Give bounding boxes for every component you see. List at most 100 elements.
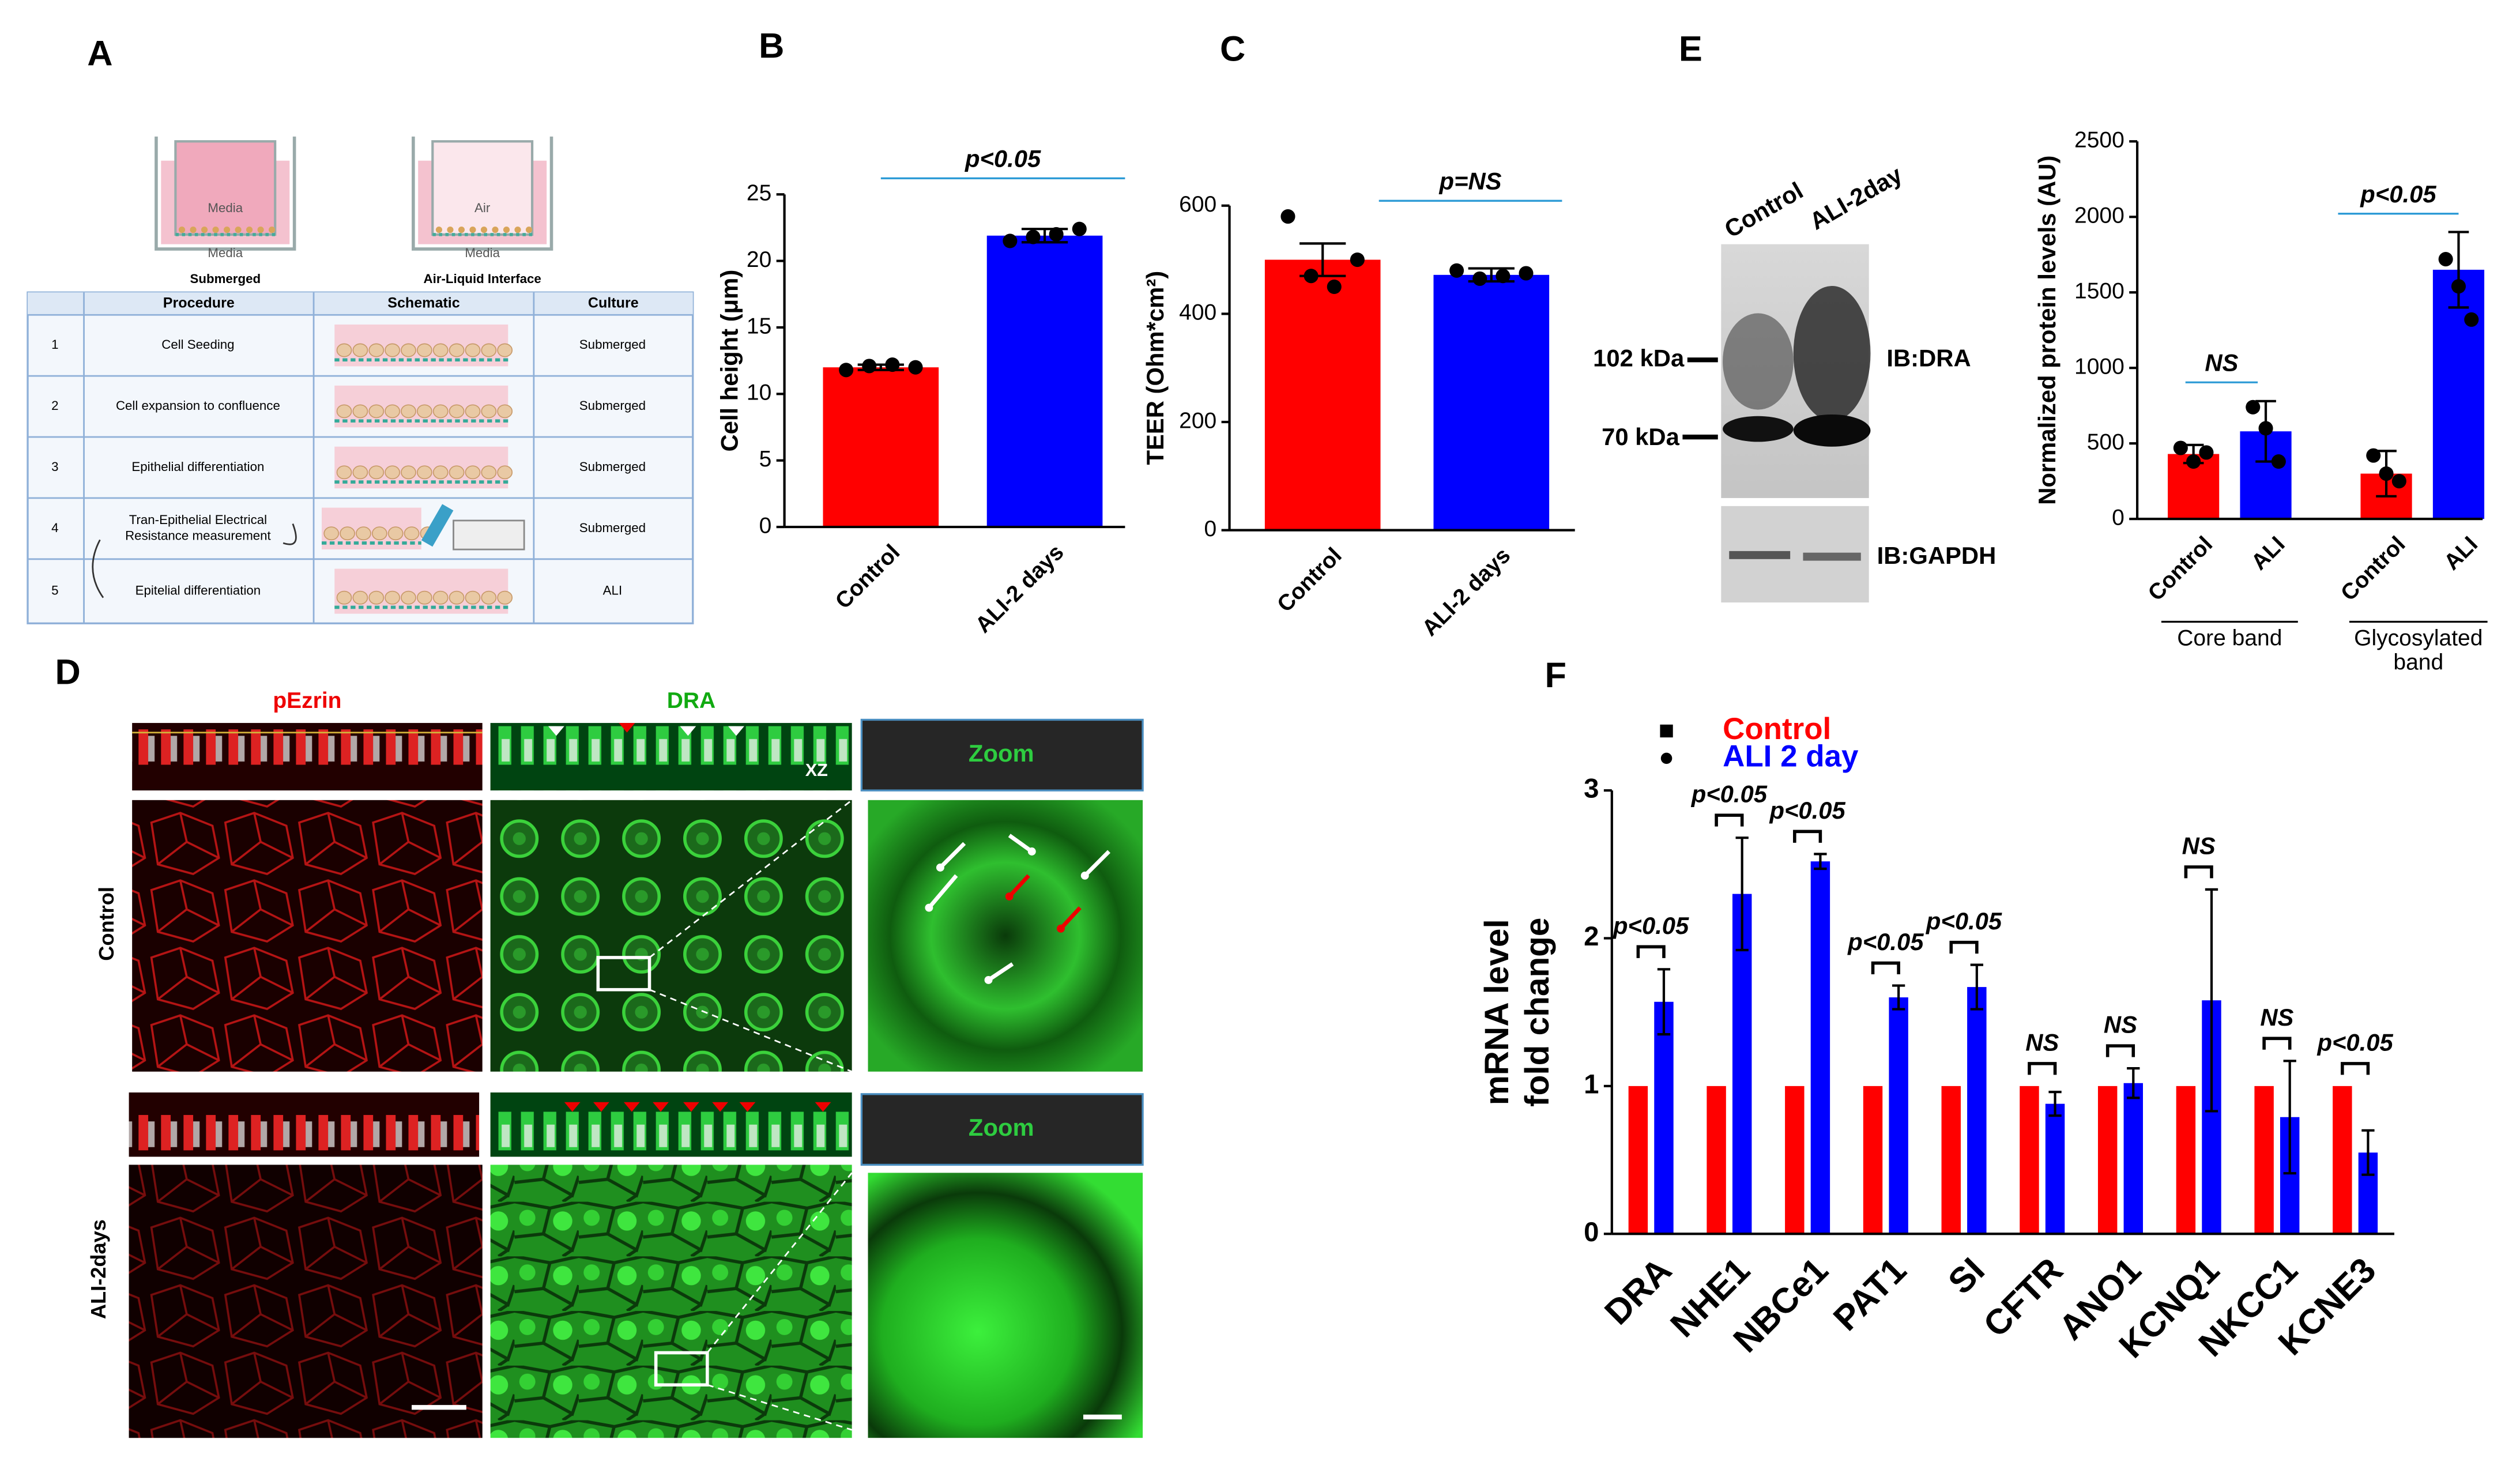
schematic-cell bbox=[401, 343, 416, 357]
cell bbox=[514, 226, 521, 233]
procedure: Cell Seeding bbox=[161, 337, 234, 352]
bracket bbox=[2341, 1062, 2370, 1075]
error-bar bbox=[2048, 1091, 2062, 1117]
bar bbox=[2020, 1086, 2039, 1234]
x-tick-label: ALI-2 days bbox=[971, 540, 1069, 638]
schematic-cell bbox=[356, 526, 371, 541]
arrow-head bbox=[1080, 871, 1089, 880]
micrograph bbox=[490, 1165, 852, 1438]
procedure: Resistance measurement bbox=[125, 529, 271, 543]
y-tick-label: 0 bbox=[1584, 1217, 1599, 1248]
cell bbox=[492, 226, 499, 233]
bracket bbox=[1949, 940, 1979, 954]
well-label: Media bbox=[208, 201, 243, 215]
schematic-cell bbox=[416, 590, 432, 605]
micrograph bbox=[129, 1092, 480, 1157]
micrograph bbox=[129, 1165, 483, 1438]
cell bbox=[503, 226, 510, 233]
y-tick-label: 10 bbox=[747, 380, 771, 405]
zoom-label: Zoom bbox=[969, 1114, 1034, 1141]
schematic-cell bbox=[387, 526, 404, 541]
culture: Submerged bbox=[579, 459, 646, 474]
arrowhead bbox=[623, 1102, 640, 1112]
cell bbox=[480, 226, 488, 233]
error-bar bbox=[1892, 984, 1905, 1011]
schematic-cell bbox=[371, 526, 387, 541]
y-tick-label: 3 bbox=[1584, 774, 1599, 804]
data-point bbox=[1304, 269, 1319, 284]
arrow-head bbox=[984, 975, 993, 984]
schematic-cell bbox=[416, 465, 432, 480]
arrow bbox=[1059, 906, 1082, 930]
y-tick-label: 0 bbox=[759, 513, 772, 538]
y-tick-label: 1500 bbox=[2074, 279, 2125, 304]
x-tick-label: Control bbox=[1272, 543, 1346, 617]
bracket bbox=[1715, 813, 1744, 827]
bar bbox=[1433, 274, 1550, 530]
insert bbox=[431, 140, 534, 236]
cell bbox=[246, 226, 253, 233]
figure-content: A B C D E F Media Media Submerged Air Media Air-Liq… bbox=[27, 26, 2488, 1438]
electrode bbox=[421, 504, 454, 547]
significance-label: NS bbox=[2205, 349, 2238, 376]
significance-label: p<0.05 bbox=[1769, 797, 1845, 824]
schematic-cell bbox=[352, 590, 368, 605]
arrowhead bbox=[619, 723, 635, 733]
significance-label: p<0.05 bbox=[1613, 912, 1689, 939]
bar bbox=[1628, 1086, 1648, 1234]
legend-marker bbox=[1660, 752, 1673, 764]
bar bbox=[1264, 259, 1381, 530]
significance-label: NS bbox=[2260, 1004, 2293, 1031]
bracket bbox=[1793, 830, 1822, 843]
data-point bbox=[1519, 266, 1534, 281]
lane-label: Control bbox=[1720, 176, 1807, 243]
schematic-cell bbox=[336, 404, 352, 419]
culture: ALI bbox=[603, 583, 622, 597]
micrograph bbox=[132, 800, 483, 1072]
x-tick-label: PAT1 bbox=[1826, 1250, 1913, 1338]
y-axis-label: Cell height (μm) bbox=[716, 270, 743, 452]
y-tick-label: 1000 bbox=[2074, 354, 2125, 379]
well-wall bbox=[155, 136, 296, 251]
y-tick-label: 200 bbox=[1179, 408, 1216, 433]
group-label: Core band bbox=[2177, 626, 2282, 650]
schematic-cell bbox=[481, 590, 497, 605]
arrow-head bbox=[1056, 924, 1065, 933]
well-caption: Submerged bbox=[190, 272, 261, 286]
bracket bbox=[1871, 961, 1900, 975]
arrow-head bbox=[936, 863, 944, 872]
bar bbox=[986, 235, 1103, 527]
error-bar bbox=[1970, 963, 1983, 1011]
y-tick-label: 600 bbox=[1179, 192, 1216, 217]
zoom-header bbox=[860, 1093, 1144, 1166]
arrowhead bbox=[653, 1102, 669, 1112]
schematic-cell bbox=[368, 404, 385, 419]
error-bar bbox=[1657, 968, 1671, 1036]
arrow-head bbox=[1027, 847, 1036, 856]
arrow bbox=[987, 962, 1014, 982]
y-tick-label: 0 bbox=[1204, 517, 1217, 541]
band bbox=[1793, 414, 1871, 447]
legend-marker bbox=[1660, 724, 1673, 738]
schematic-cell bbox=[449, 343, 465, 357]
significance-label: p<0.05 bbox=[1926, 907, 2002, 935]
schematic-cell bbox=[481, 404, 497, 419]
cell bbox=[235, 226, 242, 233]
schematic-cell bbox=[401, 404, 416, 419]
bar bbox=[2045, 1103, 2065, 1234]
bar bbox=[1889, 997, 1908, 1234]
cell bbox=[525, 226, 533, 233]
schematic-cell bbox=[336, 343, 352, 357]
significance-label: p<0.05 bbox=[965, 145, 1041, 172]
legend-label: Control bbox=[1723, 712, 1831, 746]
schematic-cell bbox=[352, 465, 368, 480]
zoom-guide bbox=[707, 1384, 853, 1431]
data-point bbox=[1280, 209, 1295, 224]
cell bbox=[257, 226, 264, 233]
data-point bbox=[2379, 466, 2394, 481]
significance-label: p<0.05 bbox=[2316, 1028, 2393, 1056]
panel-label: D bbox=[55, 653, 81, 692]
arrowhead bbox=[739, 1102, 756, 1112]
procedure: Epithelial differentiation bbox=[131, 459, 264, 474]
step-number: 4 bbox=[51, 521, 58, 535]
